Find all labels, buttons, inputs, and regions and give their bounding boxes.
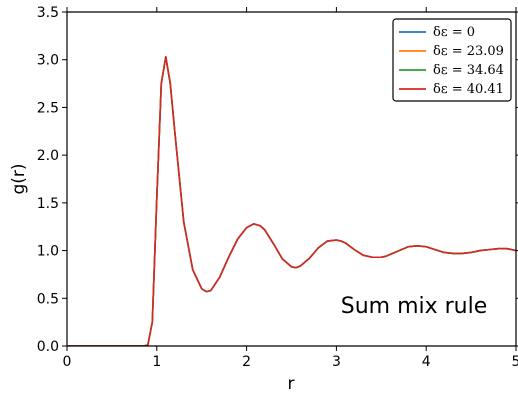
y-tick-label: 1.5 <box>37 196 59 212</box>
x-tick-label: 1 <box>152 354 161 370</box>
y-tick-label: 0.5 <box>37 291 59 307</box>
series-line-4 <box>67 56 516 346</box>
annotation-sum-mix-rule: Sum mix rule <box>341 294 488 319</box>
y-tick-label: 2.0 <box>37 148 59 164</box>
legend: δε = 0 δε = 23.09 δε = 34.64 δε = 40.41 <box>392 18 512 102</box>
legend-label-3: δε = 34.64 <box>433 63 504 78</box>
legend-label-4: δε = 40.41 <box>433 82 504 97</box>
y-tick-label: 1.0 <box>37 244 59 260</box>
x-tick-label: 0 <box>63 354 72 370</box>
y-tick-label: 3.0 <box>37 53 59 69</box>
y-tick-label: 2.5 <box>37 100 59 116</box>
axes <box>66 11 517 347</box>
series-lines <box>67 56 516 346</box>
y-tick-label: 3.5 <box>37 5 59 21</box>
legend-box <box>392 18 512 102</box>
x-tick-label: 5 <box>512 354 518 370</box>
legend-label-2: δε = 23.09 <box>433 44 504 59</box>
x-axis-label: r <box>288 374 295 394</box>
x-tick-label: 3 <box>332 354 341 370</box>
x-tick-label: 2 <box>242 354 251 370</box>
x-tick-label: 4 <box>422 354 431 370</box>
y-axis-label: g(r) <box>9 163 29 194</box>
legend-label-1: δε = 0 <box>433 25 475 40</box>
ticks: 0 1 2 3 4 5 0.0 0.5 1.0 1.5 2.0 2.5 3.0 3.5 <box>37 5 518 370</box>
y-tick-label: 0.0 <box>37 339 59 355</box>
labels: r g(r) Sum mix rule <box>9 163 487 394</box>
